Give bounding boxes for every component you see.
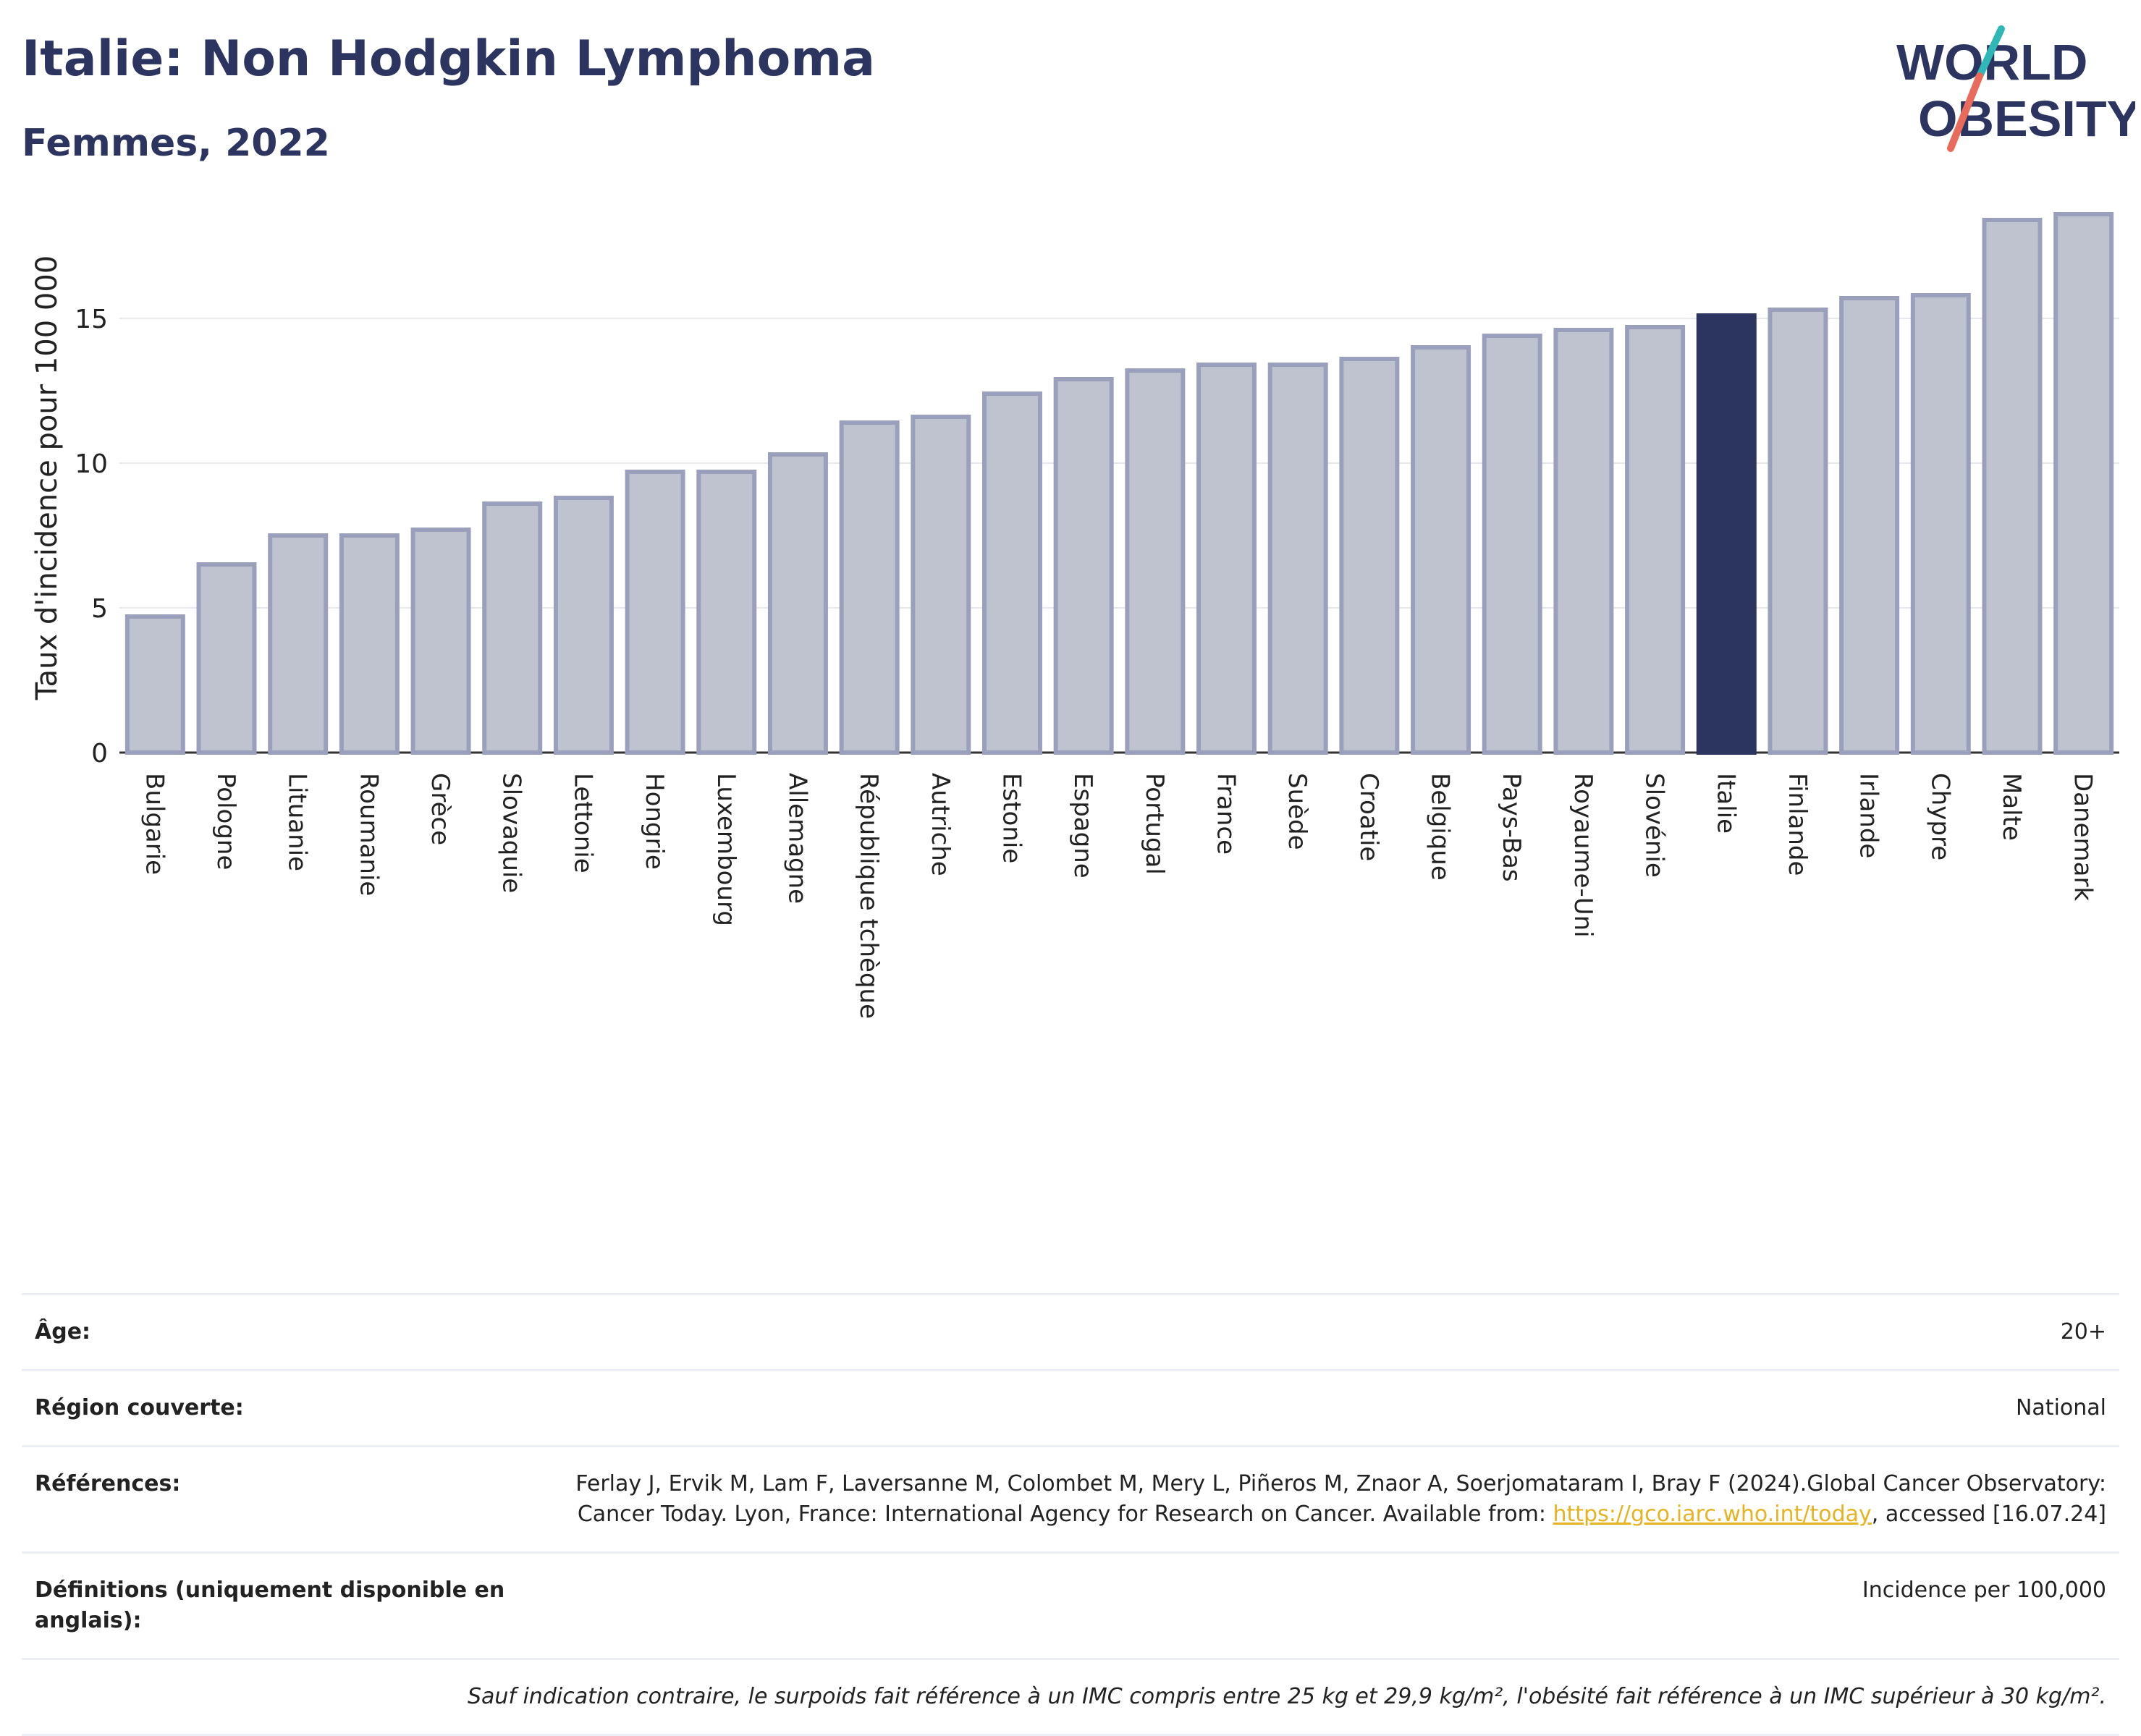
bar-Grèce bbox=[410, 528, 471, 755]
bar-Suède bbox=[1267, 363, 1328, 755]
x-tick-label: Malte bbox=[1997, 773, 2026, 841]
x-tick-label: République tchèque bbox=[854, 773, 883, 1019]
x-tick-label: Roumanie bbox=[354, 773, 383, 896]
meta-label: Définitions (uniquement disponible en an… bbox=[35, 1578, 505, 1633]
meta-value: Incidence per 100,000 bbox=[1862, 1578, 2106, 1603]
bar-Royaume-Uni bbox=[1553, 328, 1614, 755]
reference-accessed: , accessed [16.07.24] bbox=[1871, 1502, 2106, 1527]
bar-chart: 0 5 10 15 Bulgarie Pologne Lituanie Roumanie Gr… bbox=[30, 212, 2119, 1019]
bar-Finlande bbox=[1768, 308, 1828, 755]
x-tick-label: Irlande bbox=[1854, 773, 1883, 858]
x-tick-label: Allemagne bbox=[782, 773, 811, 904]
bar-Allemagne bbox=[767, 452, 828, 755]
meta-label: Région couverte: bbox=[35, 1395, 244, 1420]
x-tick-label: Portugal bbox=[1140, 773, 1169, 875]
y-tick-label: 0 bbox=[91, 739, 108, 769]
x-tick-label: Grèce bbox=[426, 773, 455, 845]
meta-row-references: Références: Ferlay J, Ervik M, Lam F, La… bbox=[22, 1445, 2119, 1551]
meta-value: National bbox=[2015, 1395, 2106, 1420]
meta-row-region: Région couverte: National bbox=[22, 1369, 2119, 1445]
bar-Espagne bbox=[1053, 377, 1114, 755]
bar-Malte bbox=[1982, 218, 2043, 755]
bar-Lituanie bbox=[268, 533, 329, 755]
meta-value: Ferlay J, Ervik M, Lam F, Laversanne M, … bbox=[550, 1469, 2106, 1530]
bar-Croatie bbox=[1339, 357, 1400, 755]
x-labels-layer: Bulgarie Pologne Lituanie Roumanie Grèce Slov… bbox=[140, 773, 2097, 1019]
x-tick-label: Espagne bbox=[1068, 773, 1097, 878]
bar-France bbox=[1196, 363, 1257, 755]
x-tick-label: Croatie bbox=[1354, 773, 1383, 861]
logo-line2: OBESITY bbox=[1918, 90, 2135, 147]
y-tick-label: 5 bbox=[91, 594, 108, 624]
bar-Portugal bbox=[1125, 368, 1186, 755]
meta-row-definitions: Définitions (uniquement disponible en an… bbox=[22, 1551, 2119, 1658]
y-tick-label: 15 bbox=[75, 305, 108, 334]
x-tick-label: Chypre bbox=[1925, 773, 1954, 860]
ticks-layer: 0 5 10 15 bbox=[75, 305, 108, 769]
x-tick-label: Luxembourg bbox=[711, 773, 740, 926]
bar-Hongrie bbox=[625, 470, 685, 755]
bar-Irlande bbox=[1839, 296, 1900, 755]
bar-Chypre bbox=[1910, 293, 1971, 755]
bar-Belgique bbox=[1411, 345, 1471, 755]
bars-layer bbox=[124, 212, 2114, 755]
x-tick-label: Belgique bbox=[1426, 773, 1455, 881]
bar-Slovaquie bbox=[482, 501, 543, 755]
meta-label: Références: bbox=[35, 1471, 181, 1496]
x-tick-label: Suède bbox=[1283, 773, 1312, 850]
meta-label: Âge: bbox=[35, 1319, 91, 1345]
chart-title: Italie: Non Hodgkin Lymphoma bbox=[22, 30, 876, 88]
x-tick-label: Finlande bbox=[1783, 773, 1812, 876]
metadata-table: Âge: 20+ Région couverte: National Référ… bbox=[22, 1293, 2119, 1736]
logo-slash-teal bbox=[1976, 25, 2005, 80]
bar-Slovénie bbox=[1625, 325, 1686, 755]
world-obesity-logo: WORLD OBESITY bbox=[1896, 25, 2135, 152]
bar-Luxembourg bbox=[696, 470, 757, 755]
bar-Danemark bbox=[2053, 212, 2114, 755]
meta-value: 20+ bbox=[2060, 1319, 2106, 1345]
footnote: Sauf indication contraire, le surpoids f… bbox=[467, 1684, 2106, 1709]
x-tick-label: Italie bbox=[1711, 773, 1740, 834]
x-tick-label: Slovénie bbox=[1640, 773, 1669, 878]
x-tick-label: France bbox=[1212, 773, 1241, 855]
bar-Autriche bbox=[911, 415, 971, 755]
x-tick-label: Hongrie bbox=[640, 773, 669, 870]
bar-Pays-Bas bbox=[1482, 334, 1542, 755]
meta-note-row: Sauf indication contraire, le surpoids f… bbox=[22, 1658, 2119, 1736]
x-tick-label: Pologne bbox=[211, 773, 240, 870]
chart-subtitle: Femmes, 2022 bbox=[22, 122, 330, 165]
x-tick-label: Royaume-Uni bbox=[1568, 773, 1597, 938]
bar-Estonie bbox=[981, 391, 1042, 755]
x-tick-label: Bulgarie bbox=[140, 773, 169, 875]
x-tick-label: Autriche bbox=[926, 773, 955, 876]
bar-Roumanie bbox=[339, 533, 400, 755]
reference-link[interactable]: https://gco.iarc.who.int/today bbox=[1553, 1502, 1872, 1527]
reference-text: Ferlay J, Ervik M, Lam F, Laversanne M, … bbox=[575, 1471, 2106, 1527]
bar-Italie bbox=[1696, 313, 1757, 755]
y-tick-label: 10 bbox=[75, 449, 108, 479]
x-tick-label: Estonie bbox=[997, 773, 1026, 863]
bar-Lettonie bbox=[553, 496, 614, 755]
meta-row-age: Âge: 20+ bbox=[22, 1293, 2119, 1369]
x-tick-label: Pays-Bas bbox=[1497, 773, 1526, 882]
logo-slash-coral bbox=[1947, 72, 1983, 152]
bar-Pologne bbox=[196, 562, 257, 755]
x-tick-label: Lituanie bbox=[283, 773, 312, 871]
y-axis-label: Taux d'incidence pour 100 000 bbox=[30, 255, 64, 700]
x-tick-label: Lettonie bbox=[568, 773, 597, 873]
bar-Bulgarie bbox=[124, 614, 185, 755]
bar-République tchèque bbox=[839, 420, 900, 755]
x-tick-label: Slovaquie bbox=[497, 773, 526, 893]
x-tick-label: Danemark bbox=[2069, 773, 2098, 901]
